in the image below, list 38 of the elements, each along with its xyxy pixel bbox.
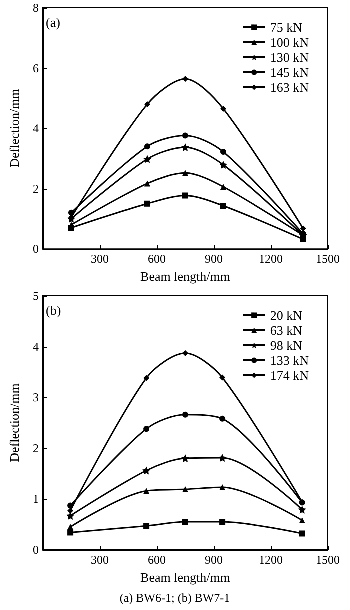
x-tick-label: 900 — [205, 252, 223, 266]
legend-label: 145 kN — [270, 65, 310, 80]
x-tick-label: 1500 — [316, 252, 340, 266]
legend-label: 163 kN — [270, 80, 310, 95]
y-tick-label: 4 — [33, 340, 39, 354]
annotation: (b) — [46, 303, 62, 318]
y-tick-label: 3 — [33, 390, 39, 405]
y-tick-label: 4 — [33, 122, 39, 136]
annotation: (a) — [46, 15, 60, 30]
legend-label: 63 kN — [270, 323, 304, 338]
x-tick-label: 1200 — [259, 252, 283, 266]
y-tick-label: 2 — [33, 182, 39, 196]
x-tick-label: 900 — [205, 553, 223, 567]
y-tick-label: 8 — [33, 1, 39, 15]
legend-label: 133 kN — [270, 353, 310, 368]
x-tick-label: 300 — [91, 252, 109, 266]
legend-label: 98 kN — [270, 338, 304, 353]
x-axis-title: Beam length/mm — [140, 570, 230, 585]
x-tick-label: 600 — [148, 252, 166, 266]
x-axis-title: Beam length/mm — [140, 269, 230, 284]
legend-label: 75 kN — [270, 20, 304, 35]
x-tick-label: 300 — [91, 553, 109, 567]
x-tick-label: 600 — [148, 553, 166, 567]
y-tick-label: 0 — [33, 543, 39, 557]
legend-label: 100 kN — [270, 35, 310, 50]
y-tick-label: 6 — [33, 61, 39, 76]
x-tick-label: 1200 — [259, 553, 283, 567]
legend-label: 130 kN — [270, 50, 310, 65]
y-axis-title: Deflection/mm — [7, 89, 22, 168]
x-tick-label: 1500 — [316, 553, 340, 567]
y-tick-label: 5 — [33, 289, 39, 303]
legend-label: 174 kN — [270, 368, 310, 383]
text: (a) BW6-1; (b) BW7-1 — [120, 591, 230, 605]
y-tick-label: 0 — [33, 242, 39, 256]
legend-label: 20 kN — [270, 308, 304, 323]
y-tick-label: 2 — [33, 441, 39, 456]
y-tick-label: 1 — [33, 492, 39, 506]
y-axis-title: Deflection/mm — [7, 384, 22, 462]
